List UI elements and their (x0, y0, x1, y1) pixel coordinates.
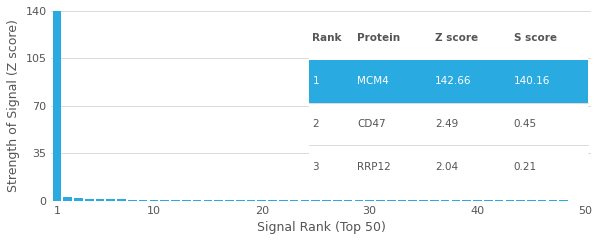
Bar (429, 103, 507, 145)
Bar (225, 200, 234, 201)
Bar (463, 200, 471, 201)
Bar (193, 200, 202, 201)
Bar (322, 200, 331, 201)
Bar (290, 200, 298, 201)
Bar (452, 200, 460, 201)
Text: 142.66: 142.66 (435, 76, 472, 86)
Text: 2: 2 (313, 119, 319, 129)
Bar (365, 200, 374, 201)
Bar (351, 17, 429, 60)
Bar (507, 60, 588, 103)
Bar (214, 200, 223, 201)
Bar (419, 200, 428, 201)
Bar (139, 200, 148, 201)
Text: MCM4: MCM4 (357, 76, 389, 86)
Text: 0.45: 0.45 (514, 119, 536, 129)
Bar (441, 200, 449, 201)
Bar (74, 198, 83, 201)
Bar (429, 60, 507, 103)
Bar (236, 200, 245, 201)
Bar (351, 60, 429, 103)
Bar (203, 200, 212, 201)
Bar (507, 17, 588, 60)
Text: 1: 1 (313, 76, 319, 86)
Bar (309, 17, 351, 60)
Text: S score: S score (514, 33, 557, 43)
Bar (268, 200, 277, 201)
Text: 0.21: 0.21 (514, 162, 536, 172)
Bar (106, 199, 115, 201)
Bar (376, 200, 385, 201)
Bar (309, 60, 351, 103)
Bar (309, 103, 351, 145)
Bar (128, 200, 137, 201)
Bar (160, 200, 169, 201)
Bar (430, 200, 439, 201)
Bar (182, 200, 191, 201)
Bar (507, 145, 588, 188)
Bar (96, 199, 104, 201)
Bar (117, 199, 126, 201)
Bar (311, 200, 320, 201)
Text: Protein: Protein (357, 33, 400, 43)
Text: 2.04: 2.04 (435, 162, 458, 172)
Bar (344, 200, 352, 201)
Bar (64, 197, 72, 201)
Bar (85, 199, 94, 201)
Bar (149, 200, 158, 201)
Bar (279, 200, 287, 201)
Bar (171, 200, 180, 201)
X-axis label: Signal Rank (Top 50): Signal Rank (Top 50) (257, 221, 386, 234)
Bar (333, 200, 341, 201)
Bar (247, 200, 256, 201)
Y-axis label: Strength of Signal (Z score): Strength of Signal (Z score) (7, 19, 20, 192)
Bar (429, 145, 507, 188)
Bar (355, 200, 363, 201)
Text: CD47: CD47 (357, 119, 386, 129)
Text: RRP12: RRP12 (357, 162, 391, 172)
Bar (507, 103, 588, 145)
Text: Z score: Z score (435, 33, 478, 43)
Bar (309, 145, 351, 188)
Bar (257, 200, 266, 201)
Text: Rank: Rank (313, 33, 342, 43)
Bar (351, 103, 429, 145)
Bar (301, 200, 309, 201)
Bar (398, 200, 406, 201)
Text: 140.16: 140.16 (514, 76, 550, 86)
Bar (429, 17, 507, 60)
Bar (387, 200, 395, 201)
Bar (473, 200, 482, 201)
Bar (409, 200, 417, 201)
Text: 2.49: 2.49 (435, 119, 458, 129)
Bar (53, 7, 61, 201)
Text: 3: 3 (313, 162, 319, 172)
Bar (351, 145, 429, 188)
